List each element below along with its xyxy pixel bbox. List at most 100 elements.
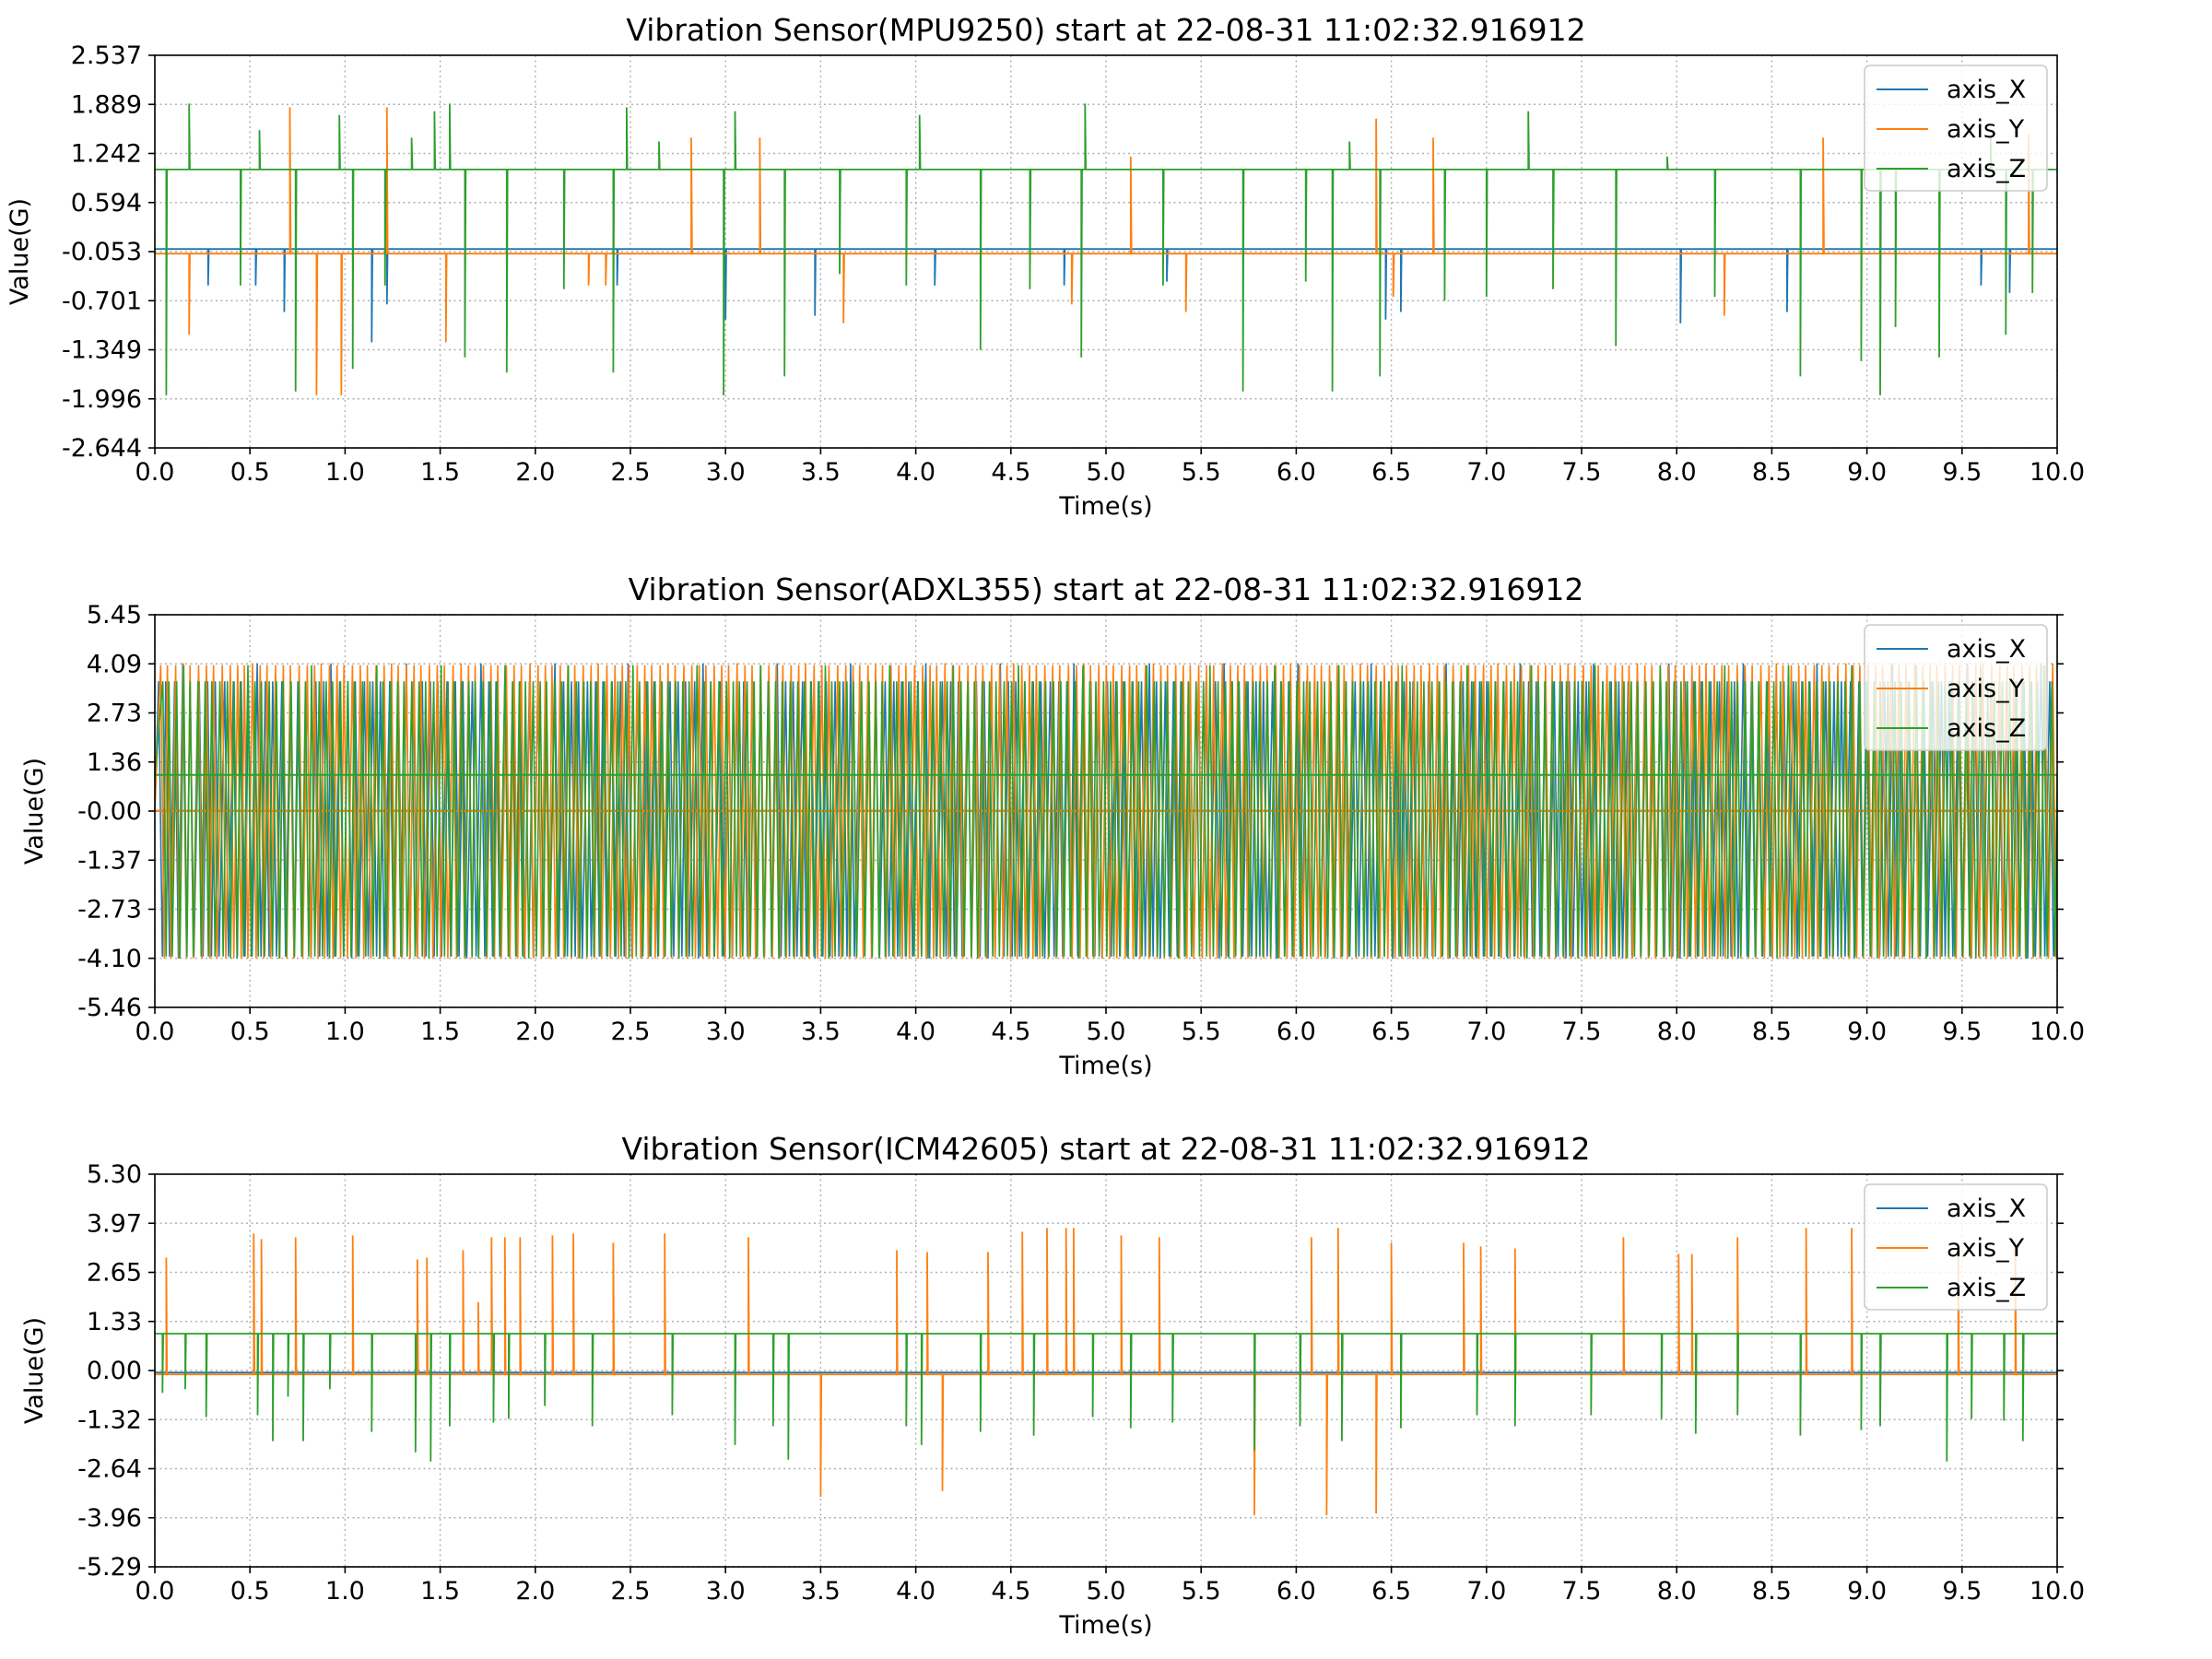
x-tick-label: 0.0 <box>135 458 175 487</box>
x-tick-label: 2.5 <box>611 458 651 487</box>
series-line-axis_Z <box>155 1333 2057 1462</box>
x-tick-label: 10.0 <box>2030 1018 2085 1046</box>
x-tick-label: 0.5 <box>230 458 270 487</box>
x-axis: 0.0 0.5 1.0 1.5 2.0 2.5 3.0 3.5 4.0 4.5 5.0 5.5 6.0 6… <box>135 448 2085 487</box>
y-tick-label: -1.996 <box>62 385 142 414</box>
plot-area <box>155 663 2057 959</box>
x-tick-label: 2.0 <box>515 1018 555 1046</box>
series-axis_Z <box>155 1333 2057 1462</box>
legend-item-axis_X: axis_X <box>1877 76 2026 104</box>
x-tick-label: 2.5 <box>611 1577 651 1606</box>
legend-item-axis_Z: axis_Z <box>1877 714 2026 743</box>
x-tick-label: 1.5 <box>420 458 460 487</box>
y-tick-label: 1.36 <box>87 748 142 777</box>
x-tick-label: 2.5 <box>611 1018 651 1046</box>
x-tick-label: 1.0 <box>325 1018 365 1046</box>
x-tick-label: 6.5 <box>1371 1577 1411 1606</box>
chart-panel-3: 0.0 0.5 1.0 1.5 2.0 2.5 3.0 3.5 4.0 4.5 5.0 5.5 6.0 6… <box>20 1131 2085 1640</box>
y-tick-label: -1.32 <box>77 1406 142 1434</box>
legend-label: axis_Z <box>1947 714 2026 743</box>
x-axis-label: Time(s) <box>1058 492 1152 521</box>
legend-label: axis_Y <box>1947 675 2025 703</box>
plot-area <box>155 103 2057 395</box>
x-tick-label: 5.0 <box>1087 458 1126 487</box>
legend-label: axis_X <box>1947 635 2026 664</box>
y-tick-label: -0.053 <box>62 238 142 266</box>
y-tick-label: 4.09 <box>87 650 142 678</box>
x-tick-label: 8.0 <box>1657 1018 1697 1046</box>
y-tick-label: 2.65 <box>87 1259 142 1288</box>
chart-panel-2: 0.0 0.5 1.0 1.5 2.0 2.5 3.0 3.5 4.0 4.5 5.0 5.5 6.0 6… <box>20 571 2085 1080</box>
y-tick-label: -5.29 <box>77 1553 142 1582</box>
x-tick-label: 1.0 <box>325 1577 365 1606</box>
y-tick-label: 1.33 <box>87 1308 142 1336</box>
x-tick-label: 8.5 <box>1752 1577 1792 1606</box>
legend-label: axis_X <box>1947 76 2026 104</box>
x-tick-label: 1.0 <box>325 458 365 487</box>
series-axis_Z <box>155 103 2057 395</box>
x-axis: 0.0 0.5 1.0 1.5 2.0 2.5 3.0 3.5 4.0 4.5 5.0 5.5 6.0 6… <box>135 1007 2085 1046</box>
chart-title: Vibration Sensor(ICM42605) start at 22-0… <box>622 1131 1591 1167</box>
x-tick-label: 8.5 <box>1752 1018 1792 1046</box>
legend: axis_X axis_Y axis_Z <box>1864 1183 2048 1311</box>
x-tick-label: 5.5 <box>1182 1577 1221 1606</box>
x-tick-label: 9.5 <box>1942 458 1982 487</box>
y-tick-label: -2.73 <box>77 896 142 924</box>
x-tick-label: 3.0 <box>706 458 746 487</box>
legend-item-axis_Y: axis_Y <box>1877 1234 2025 1263</box>
series-axis_Y <box>155 1228 2057 1516</box>
legend-item-axis_X: axis_X <box>1877 635 2026 664</box>
y-tick-label: 5.30 <box>87 1160 142 1189</box>
legend-label: axis_X <box>1947 1194 2026 1223</box>
x-tick-label: 4.0 <box>896 1018 935 1046</box>
x-tick-label: 9.0 <box>1847 1018 1887 1046</box>
y-tick-label: -0.701 <box>62 287 142 315</box>
x-tick-label: 4.5 <box>991 1577 1030 1606</box>
plot-area <box>155 1228 2057 1516</box>
x-tick-label: 4.0 <box>896 1577 935 1606</box>
x-tick-label: 3.5 <box>801 1577 841 1606</box>
y-tick-label: 0.594 <box>71 189 142 218</box>
x-tick-label: 5.5 <box>1182 1018 1221 1046</box>
x-tick-label: 6.5 <box>1371 458 1411 487</box>
x-tick-label: 9.5 <box>1942 1018 1982 1046</box>
y-tick-label: -2.64 <box>77 1455 142 1484</box>
legend-item-axis_Y: axis_Y <box>1877 675 2025 703</box>
y-axis: 5.30 3.97 2.65 1.33 0.00 -1.32 -2.64 -3.96 -5.29 <box>77 1160 2064 1582</box>
x-tick-label: 0.5 <box>230 1018 270 1046</box>
series-axis_Z <box>155 665 2057 959</box>
legend: axis_X axis_Y axis_Z <box>1864 65 2048 192</box>
series-line-axis_Z <box>155 665 2057 959</box>
x-tick-label: 8.0 <box>1657 1577 1697 1606</box>
x-axis-label: Time(s) <box>1058 1611 1152 1640</box>
y-tick-label: 0.00 <box>87 1357 142 1385</box>
legend-label: axis_Z <box>1947 155 2026 183</box>
x-tick-label: 1.5 <box>420 1018 460 1046</box>
y-axis-label: Value(G) <box>6 198 34 305</box>
x-tick-label: 4.5 <box>991 1018 1030 1046</box>
x-tick-label: 5.5 <box>1182 458 1221 487</box>
y-tick-label: 2.73 <box>87 700 142 728</box>
x-tick-label: 5.0 <box>1087 1577 1126 1606</box>
x-tick-label: 3.5 <box>801 1018 841 1046</box>
x-tick-label: 3.0 <box>706 1018 746 1046</box>
y-tick-label: 2.537 <box>71 41 142 70</box>
legend-item-axis_Z: axis_Z <box>1877 1274 2026 1302</box>
x-tick-label: 4.5 <box>991 458 1030 487</box>
y-axis: 5.45 4.09 2.73 1.36 -0.00 -1.37 -2.73 -4.10 -5.4… <box>77 601 2064 1022</box>
x-tick-label: 6.5 <box>1371 1018 1411 1046</box>
y-tick-label: 3.97 <box>87 1209 142 1238</box>
y-tick-label: -1.37 <box>77 846 142 875</box>
x-tick-label: 4.0 <box>896 458 935 487</box>
chart-title: Vibration Sensor(ADXL355) start at 22-08… <box>629 571 1584 607</box>
x-tick-label: 10.0 <box>2030 458 2085 487</box>
y-tick-label: -2.644 <box>62 434 142 463</box>
series-line-axis_Y <box>155 107 2057 395</box>
y-axis: 2.537 1.889 1.242 0.594 -0.053 -0.701 -1.349 -1… <box>62 41 155 463</box>
y-tick-label: -3.96 <box>77 1504 142 1533</box>
y-tick-label: 1.242 <box>71 140 142 169</box>
series-axis_X <box>155 248 2057 343</box>
x-tick-label: 6.0 <box>1277 458 1316 487</box>
legend-box <box>1864 65 2048 192</box>
legend-label: axis_Y <box>1947 1234 2025 1263</box>
